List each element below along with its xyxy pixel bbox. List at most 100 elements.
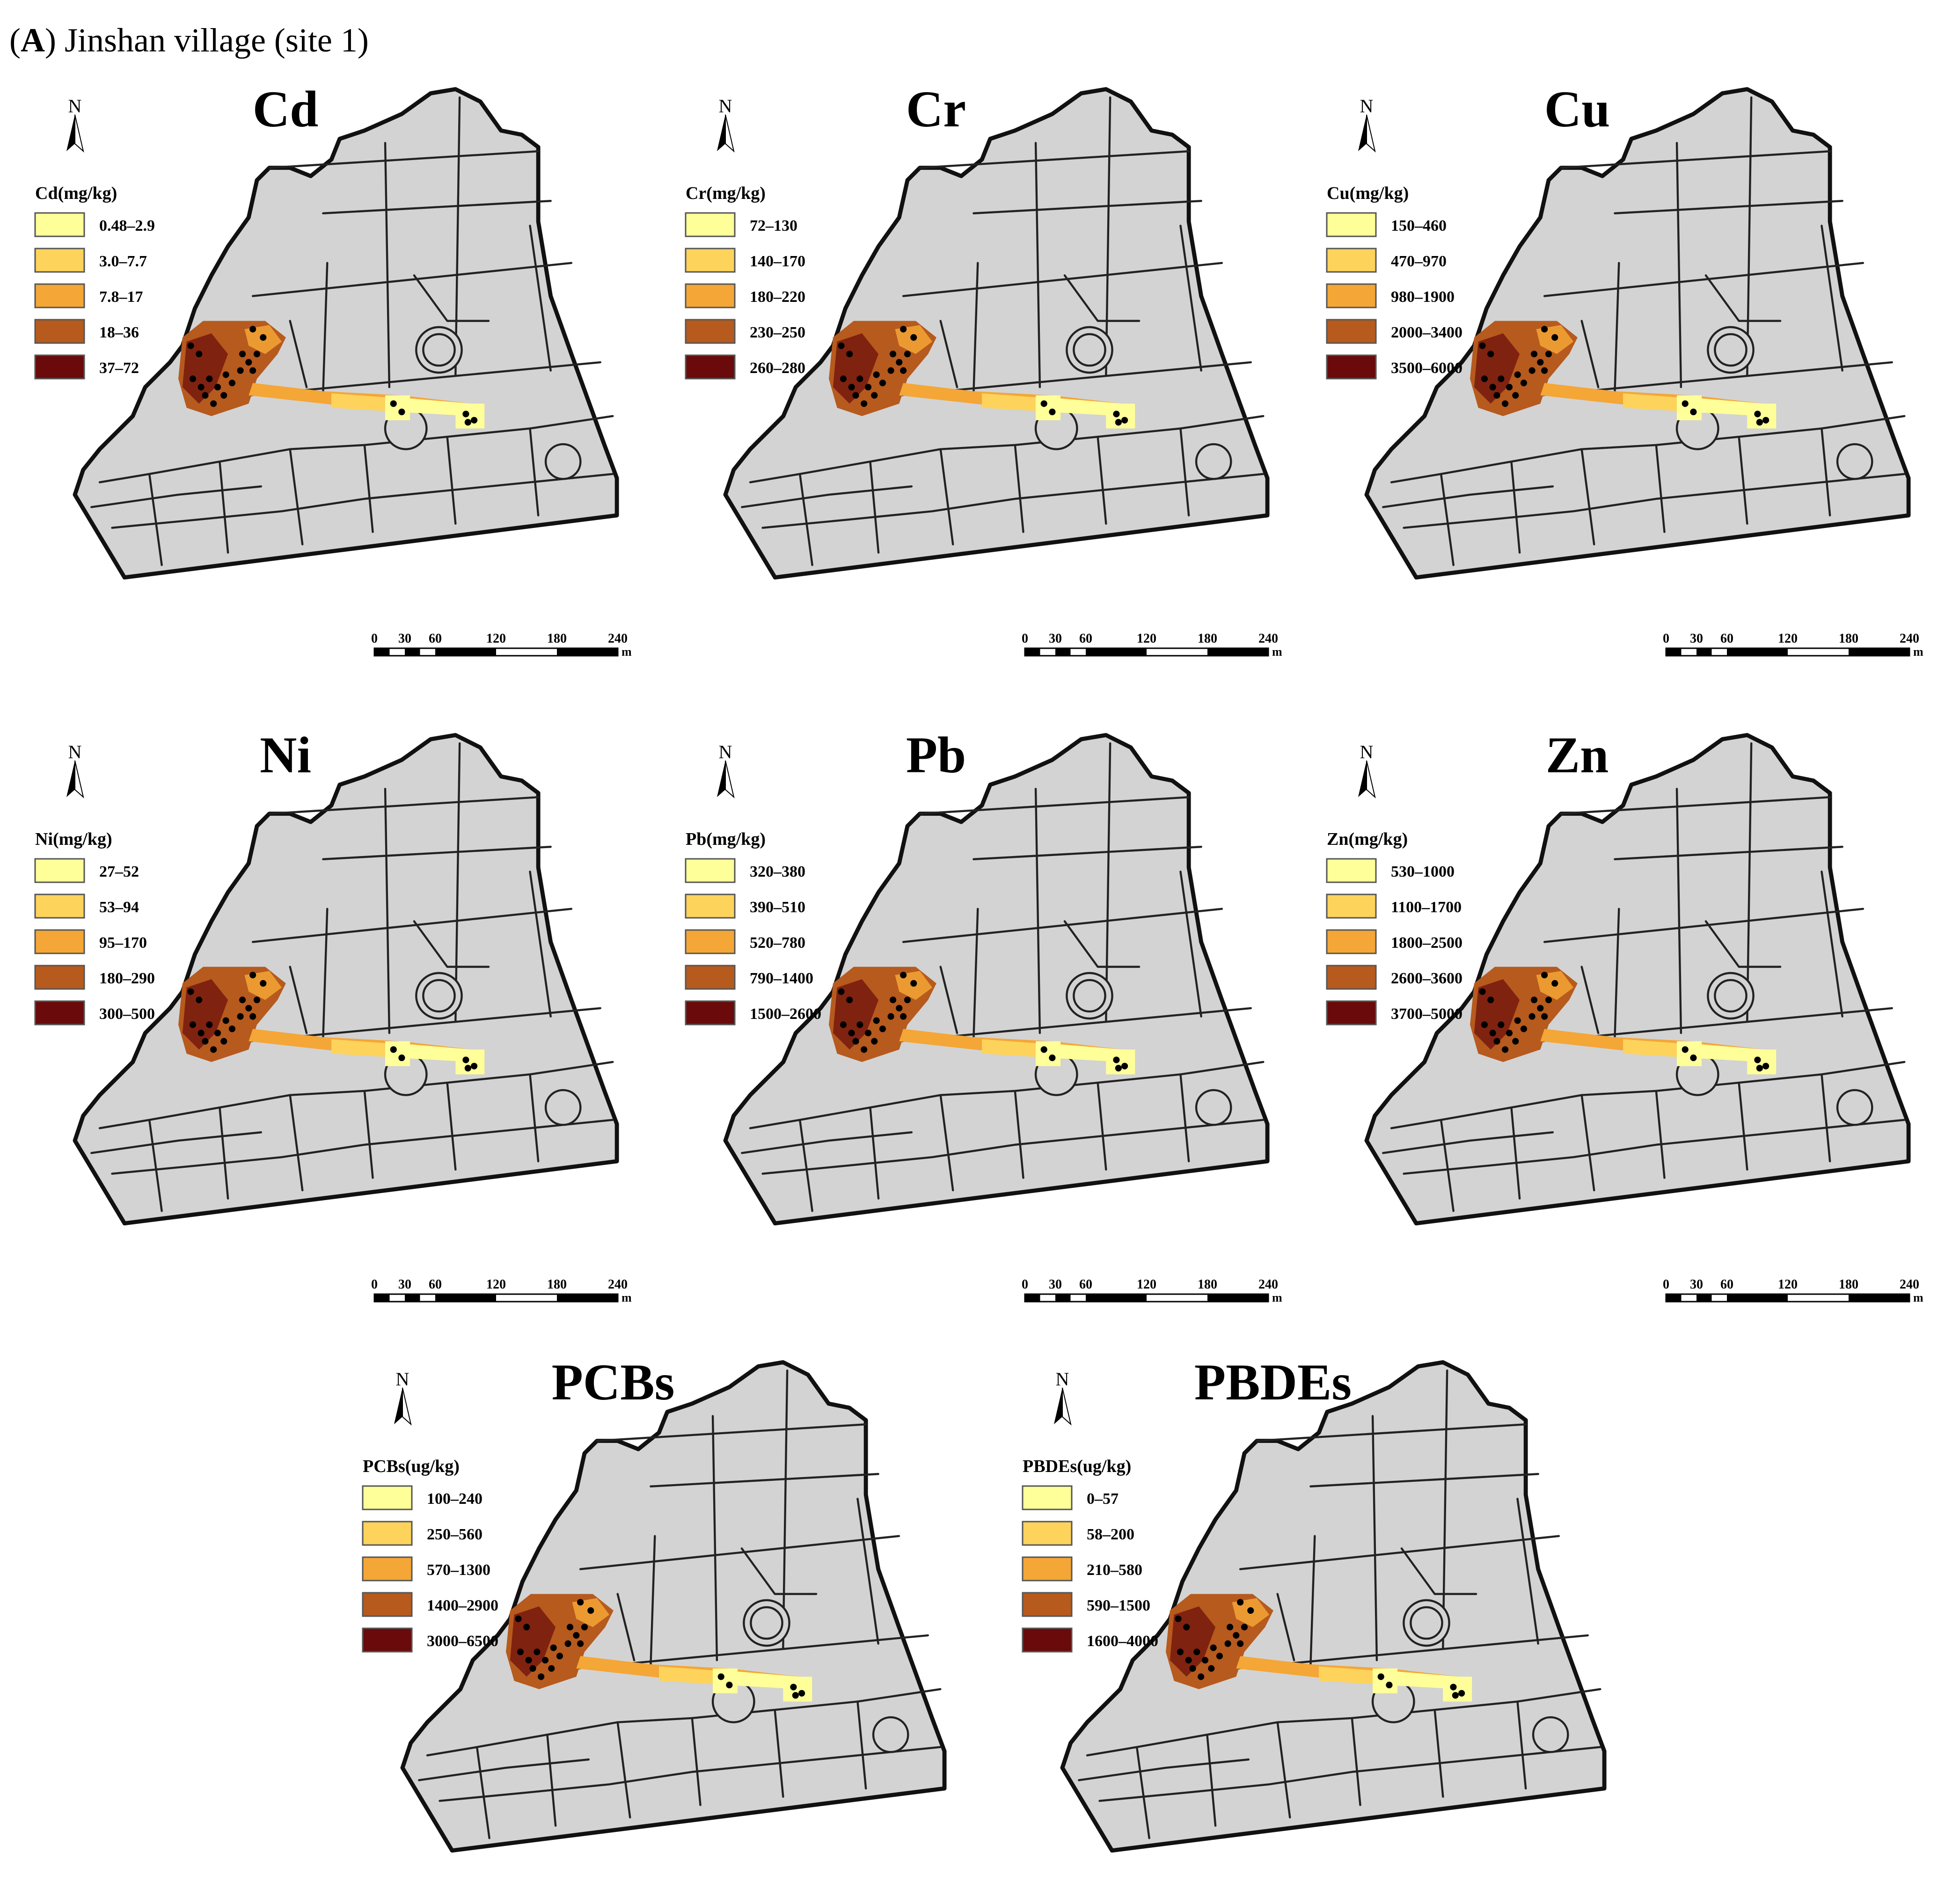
scale-tick-label: 240 — [1900, 1277, 1919, 1292]
legend-class-label: 590–1500 — [1087, 1597, 1150, 1614]
legend-class-label: 3500–6000 — [1391, 359, 1462, 377]
legend-swatch — [685, 893, 736, 919]
legend-swatch — [685, 929, 736, 954]
legend-class-label: 7.8–17 — [99, 288, 143, 306]
north-label: N — [68, 741, 82, 762]
legend-class-label: 390–510 — [750, 899, 805, 916]
north-label: N — [68, 95, 82, 117]
panel-title: Pb — [906, 726, 966, 784]
panel-title: PCBs — [552, 1354, 675, 1411]
legend-class-label: 260–280 — [750, 359, 805, 377]
legend-title: Cr(mg/kg) — [686, 183, 766, 203]
legend-title: Ni(mg/kg) — [35, 829, 112, 849]
legend-swatch — [685, 248, 736, 273]
legend: Cu(mg/kg) 150–460 470–970 980–1900 2000–3400… — [1326, 183, 1462, 380]
scale-tick-label: 120 — [486, 1277, 506, 1292]
scale-tick-label: 30 — [1690, 1277, 1703, 1292]
scale-tick-label: 240 — [1900, 631, 1919, 646]
map-body — [725, 89, 1267, 578]
legend-class-label: 1100–1700 — [1391, 899, 1462, 916]
north-label: N — [1056, 1369, 1069, 1390]
legend-swatch — [34, 248, 85, 273]
legend-class-label: 180–290 — [99, 970, 155, 987]
legend-swatch — [34, 858, 85, 883]
scale-tick-label: 180 — [1839, 1277, 1858, 1292]
legend-swatch — [362, 1485, 413, 1510]
legend-swatch — [1326, 212, 1377, 237]
north-arrow: N — [717, 741, 734, 798]
legend-class-label: 230–250 — [750, 324, 805, 341]
north-arrow: N — [66, 95, 84, 152]
north-arrow: N — [717, 95, 734, 152]
scale-tick-label: 0 — [1022, 1277, 1028, 1292]
legend: PBDEs(ug/kg) 0–57 58–200 210–580 590–1500 160… — [1022, 1457, 1158, 1653]
legend-class-label: 570–1300 — [427, 1561, 490, 1579]
legend-swatch — [1326, 283, 1377, 308]
scale-unit-label: m — [1913, 1291, 1923, 1304]
north-arrow-icon — [1358, 114, 1375, 152]
legend-swatch — [34, 283, 85, 308]
legend-title: Cu(mg/kg) — [1327, 183, 1409, 203]
map-body — [75, 735, 617, 1223]
legend-class-label: 1500–2600 — [750, 1005, 821, 1023]
panel-title: PBDEs — [1194, 1354, 1352, 1411]
scale-tick-label: 240 — [608, 631, 628, 646]
scale-tick-label: 60 — [1079, 1277, 1092, 1292]
map-body — [75, 89, 617, 578]
scale-tick-label: 120 — [486, 631, 506, 646]
scale-tick-label: 60 — [1720, 1277, 1733, 1292]
scale-tick-label: 180 — [547, 1277, 567, 1292]
legend: Zn(mg/kg) 530–1000 1100–1700 1800–2500 2600–… — [1326, 829, 1462, 1025]
north-label: N — [1360, 95, 1374, 117]
north-label: N — [396, 1369, 409, 1390]
legend-class-label: 320–380 — [750, 863, 805, 880]
legend: Cr(mg/kg) 72–130 140–170 180–220 230–250 260–… — [685, 183, 805, 380]
map-panel-cd: Cd N Cd(mg/kg) 0.48–2.9 3.0–7.7 7.8–17 18–36 37… — [34, 81, 632, 659]
legend-swatch — [34, 893, 85, 919]
scale-tick-label: 0 — [371, 631, 378, 646]
legend-class-label: 180–220 — [750, 288, 805, 306]
legend-class-label: 140–170 — [750, 253, 805, 270]
north-arrow-icon — [394, 1387, 411, 1425]
map-panel-pcbs: PCBs N PCBs(ug/kg) 100–240 250–560 570–1300 14… — [362, 1354, 959, 1904]
scale-tick-label: 0 — [1663, 631, 1669, 646]
legend-class-label: 520–780 — [750, 934, 805, 952]
legend-swatch — [685, 283, 736, 308]
legend-swatch — [362, 1627, 413, 1653]
legend-title: Cd(mg/kg) — [35, 183, 117, 203]
panel-title: Zn — [1546, 726, 1609, 784]
legend: PCBs(ug/kg) 100–240 250–560 570–1300 1400–29… — [362, 1457, 498, 1653]
legend-swatch — [362, 1521, 413, 1546]
scale-unit-label: m — [1272, 1291, 1282, 1304]
scale-tick-label: 30 — [398, 1277, 411, 1292]
legend-swatch — [685, 354, 736, 380]
map-panel-ni: Ni N Ni(mg/kg) 27–52 53–94 95–170 180–290 300–5… — [34, 726, 632, 1304]
scale-tick-label: 30 — [1049, 1277, 1062, 1292]
legend-class-label: 2600–3600 — [1391, 970, 1462, 987]
north-label: N — [719, 95, 732, 117]
legend-class-label: 72–130 — [750, 217, 797, 234]
scale-tick-label: 30 — [1690, 631, 1703, 646]
legend-class-label: 58–200 — [1087, 1526, 1134, 1543]
scale-tick-label: 120 — [1137, 1277, 1156, 1292]
legend-class-label: 1600–4000 — [1087, 1633, 1158, 1650]
legend-class-label: 18–36 — [99, 324, 139, 341]
legend-class-label: 210–580 — [1087, 1561, 1142, 1579]
legend-class-label: 0–57 — [1087, 1490, 1119, 1508]
scale-tick-label: 120 — [1137, 631, 1156, 646]
scale-tick-label: 180 — [1198, 631, 1217, 646]
north-arrow: N — [394, 1369, 411, 1425]
legend-swatch — [34, 929, 85, 954]
legend-class-label: 1800–2500 — [1391, 934, 1462, 952]
panel-title: Cd — [253, 81, 319, 138]
legend-class-label: 150–460 — [1391, 217, 1447, 234]
legend-swatch — [1326, 319, 1377, 344]
legend-swatch — [1326, 965, 1377, 990]
legend-class-label: 95–170 — [99, 934, 147, 952]
legend-swatch — [685, 212, 736, 237]
scale-unit-label: m — [622, 645, 632, 659]
legend-class-label: 300–500 — [99, 1005, 155, 1023]
